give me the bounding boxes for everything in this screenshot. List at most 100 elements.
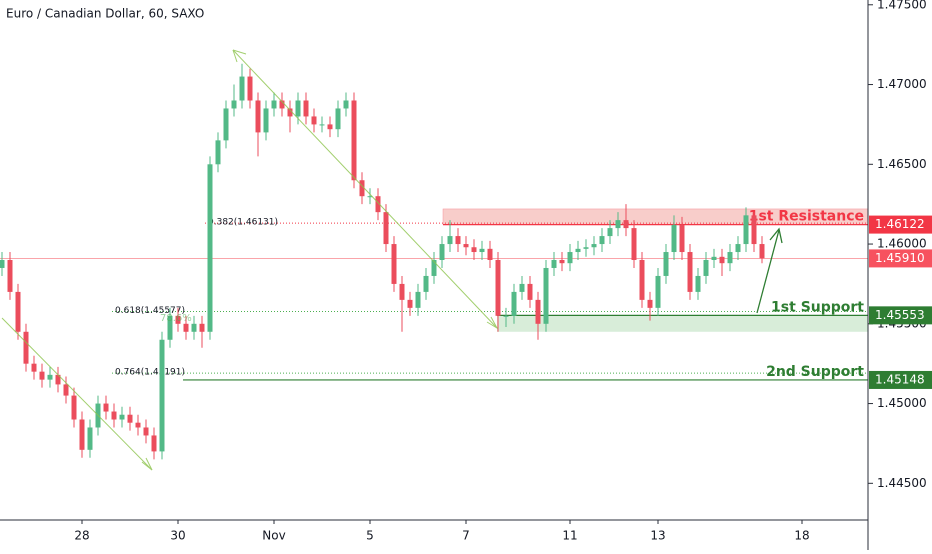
candle-body	[351, 100, 357, 181]
candle-body	[607, 228, 613, 237]
candle-body	[455, 236, 461, 245]
candle-body	[47, 374, 53, 380]
candle-body	[55, 374, 61, 385]
candle-body	[271, 100, 277, 109]
candle-body	[391, 244, 397, 284]
price-box	[869, 306, 932, 325]
candle-body	[7, 260, 13, 292]
candle-body	[375, 196, 381, 213]
candle-body	[87, 427, 93, 450]
x-tick-label: 18	[794, 529, 809, 543]
candle-body	[199, 323, 205, 332]
candle-body	[15, 291, 21, 332]
candle-body	[503, 315, 509, 317]
candle-body	[671, 224, 677, 253]
price-label: 1.46122	[875, 217, 925, 231]
x-tick-label: 30	[170, 529, 185, 543]
price-label: 1.45148	[875, 372, 925, 386]
drawings	[1, 49, 499, 471]
axis: 1.475001.470001.465001.460001.455001.450…	[74, 0, 932, 543]
fib-label: 0.382(1.46131)	[208, 218, 278, 228]
x-tick-label: 28	[74, 529, 89, 543]
candle-body	[295, 100, 301, 117]
candle-body	[127, 414, 133, 423]
trend-line	[232, 49, 498, 329]
candle-body	[703, 260, 709, 276]
candle-body	[135, 422, 141, 428]
candle-body	[111, 411, 117, 420]
candle-body	[479, 248, 485, 253]
candle-body	[495, 260, 501, 316]
candle-body	[535, 299, 541, 324]
candle-body	[567, 252, 573, 264]
arrow-line	[756, 229, 780, 314]
candle-body	[575, 248, 581, 253]
candle-body	[623, 220, 629, 229]
candle-body	[559, 260, 565, 264]
candle-body	[655, 275, 661, 308]
candle-body	[143, 427, 149, 436]
arrow-head	[232, 49, 247, 63]
candle-body	[231, 100, 237, 109]
candle-body	[663, 252, 669, 276]
candle-body	[519, 283, 525, 292]
candle-body	[247, 76, 253, 101]
y-tick-label: 1.47000	[877, 77, 927, 91]
candle-body	[727, 252, 733, 264]
candle-body	[751, 215, 757, 245]
candle-body	[71, 395, 77, 420]
candle-body	[335, 108, 341, 130]
candle-body	[103, 403, 109, 412]
candle-body	[759, 244, 765, 259]
price-label: 1.45553	[875, 308, 925, 322]
level-name: 1st Support	[771, 299, 864, 315]
candle-body	[79, 419, 85, 450]
candle-body	[719, 256, 725, 264]
candle-body	[175, 315, 181, 324]
candle-body	[687, 252, 693, 292]
fib-label: 0.618(1.45577)	[115, 306, 185, 316]
price-box	[869, 249, 932, 268]
candle-body	[471, 247, 477, 253]
candle-body	[319, 124, 325, 126]
zones	[442, 208, 869, 332]
level-name: 1st Resistance	[749, 209, 864, 225]
candle-body	[399, 283, 405, 300]
candle-body	[327, 124, 333, 130]
x-tick-label: 5	[366, 529, 374, 543]
candle-body	[591, 244, 597, 248]
candle-body	[415, 291, 421, 308]
x-tick-label: 11	[562, 529, 577, 543]
price-box	[869, 215, 932, 234]
candle-body	[239, 76, 245, 101]
x-tick-label: Nov	[262, 529, 285, 543]
candle-body	[263, 108, 269, 133]
y-tick-label: 1.46000	[877, 237, 927, 251]
x-tick-label: 13	[650, 529, 665, 543]
candle-body	[695, 275, 701, 292]
candle-body	[647, 299, 653, 308]
candle-body	[31, 363, 37, 372]
candle-body	[191, 323, 197, 332]
candle-body	[383, 212, 389, 245]
candle-body	[447, 236, 453, 245]
y-tick-label: 1.46500	[877, 157, 927, 171]
candle-body	[463, 244, 469, 248]
candle-body	[407, 299, 413, 308]
candle-body	[527, 283, 533, 300]
arrow-head	[486, 316, 499, 330]
candle-body	[183, 323, 189, 332]
candles	[0, 63, 765, 460]
level-name: 2nd Support	[766, 364, 864, 380]
candle-body	[743, 215, 749, 245]
x-tick-label: 7	[462, 529, 470, 543]
candle-body	[207, 164, 213, 332]
arrow-head	[141, 457, 153, 471]
candle-body	[639, 260, 645, 300]
candle-body	[679, 224, 685, 253]
candle-body	[631, 228, 637, 260]
candle-body	[423, 275, 429, 292]
fib-label: 0.764(1.45191)	[115, 368, 185, 378]
